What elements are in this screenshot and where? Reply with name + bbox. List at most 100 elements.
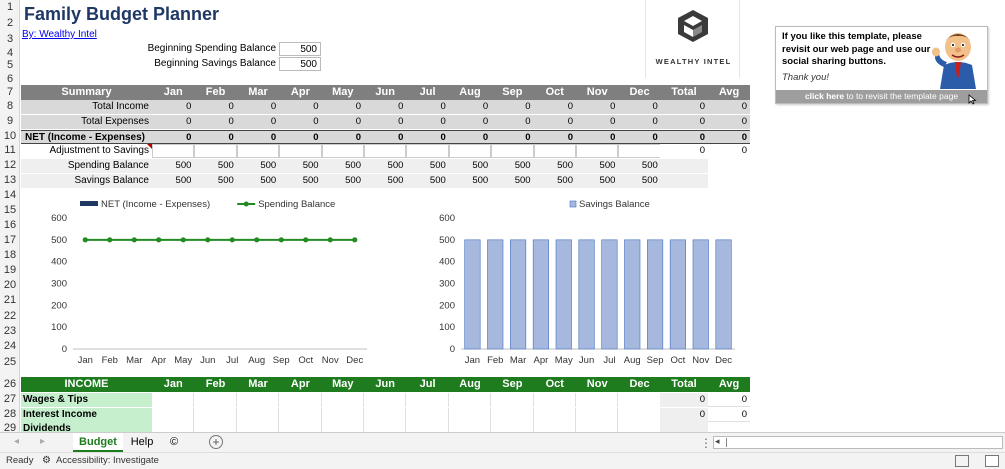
tab-scroll-right-icon[interactable]: ▸ [40,436,46,447]
summary-value-cell[interactable]: 0 [610,101,616,112]
income-input-cell[interactable] [533,393,576,407]
summary-value-cell[interactable]: 500 [175,160,192,171]
income-input-cell[interactable] [448,393,492,407]
scroll-left-arrow-icon[interactable]: ◂ [715,436,720,446]
summary-value-cell[interactable]: 0 [440,116,446,127]
tab-scroll-left-icon[interactable]: ◂ [14,436,20,447]
row-number[interactable]: 22 [3,310,17,322]
summary-value-cell[interactable]: 0 [270,116,277,127]
summary-value-cell[interactable]: 0 [355,132,361,143]
summary-value-cell[interactable]: 500 [599,175,616,186]
row-number[interactable]: 17 [3,234,17,246]
income-row-label[interactable]: Wages & Tips [21,393,152,407]
summary-value-cell[interactable]: 500 [345,160,361,171]
summary-value-cell[interactable]: 500 [345,175,361,186]
adjustment-input[interactable] [576,144,619,158]
summary-value-cell[interactable]: 500 [514,160,531,171]
row-number[interactable]: 13 [3,174,17,186]
income-input-cell[interactable] [406,393,449,407]
page-layout-icon[interactable] [985,455,999,467]
adjustment-input[interactable] [533,144,576,158]
row-number[interactable]: 28 [3,408,17,420]
row-number[interactable]: 21 [3,294,17,306]
summary-value-cell[interactable]: 0 [610,132,616,143]
summary-value-cell[interactable]: 500 [514,175,531,186]
row-number[interactable]: 1 [6,1,14,13]
summary-value-cell[interactable]: 0 [440,132,446,143]
income-input-cell[interactable] [236,393,280,407]
summary-value-cell[interactable]: 0 [652,116,658,127]
row-number[interactable]: 20 [3,279,17,291]
summary-value-cell[interactable]: 500 [217,160,234,171]
summary-value-cell[interactable]: 0 [398,132,404,143]
row-number[interactable]: 6 [6,73,14,85]
summary-value-cell[interactable]: 0 [313,116,319,127]
summary-value-cell[interactable]: 0 [228,101,234,112]
row-number[interactable]: 16 [3,219,17,231]
summary-value-cell[interactable]: 500 [472,175,489,186]
row-number[interactable]: 23 [3,325,17,337]
adjustment-input[interactable] [406,144,449,158]
promo-link-bar[interactable]: click here to to revisit the template pa… [776,90,987,103]
income-input-cell[interactable] [364,408,407,422]
summary-value-cell[interactable]: 500 [260,175,277,186]
horizontal-scrollbar[interactable]: ◂ [713,436,1003,449]
row-number[interactable]: 14 [3,189,17,201]
row-number[interactable]: 24 [3,340,17,352]
summary-value-cell[interactable]: 500 [429,160,446,171]
status-accessibility[interactable]: Accessibility: Investigate [56,455,159,466]
income-input-cell[interactable] [576,393,619,407]
summary-value-cell[interactable]: 0 [567,116,573,127]
summary-value-cell[interactable]: 0 [482,116,489,127]
summary-value-cell[interactable]: 0 [186,116,192,127]
summary-value-cell[interactable]: 500 [302,160,319,171]
summary-value-cell[interactable]: 500 [641,160,658,171]
summary-value-cell[interactable]: 0 [525,132,531,143]
spending-balance-input[interactable]: 500 [279,42,321,56]
row-number[interactable]: 27 [3,393,17,405]
income-input-cell[interactable] [279,393,322,407]
income-input-cell[interactable] [152,393,195,407]
summary-value-cell[interactable]: 0 [228,132,234,143]
summary-value-cell[interactable]: 0 [186,132,192,143]
summary-value-cell[interactable]: 0 [186,101,192,112]
row-number[interactable]: 11 [4,144,16,156]
savings-balance-input[interactable]: 500 [279,57,321,71]
summary-value-cell[interactable]: 0 [567,101,573,112]
income-input-cell[interactable] [533,408,576,422]
summary-value-cell[interactable]: 0 [313,101,319,112]
summary-value-cell[interactable]: 0 [482,132,489,143]
adjustment-input[interactable] [152,144,195,158]
income-input-cell[interactable] [236,408,280,422]
row-number[interactable]: 4 [6,47,14,59]
summary-value-cell[interactable]: 0 [313,132,319,143]
summary-value-cell[interactable]: 0 [567,132,573,143]
income-input-cell[interactable] [618,408,661,422]
summary-value-cell[interactable]: 0 [398,101,404,112]
row-number[interactable]: 29 [3,422,17,434]
row-number[interactable]: 9 [6,115,14,127]
tab-splitter-icon[interactable]: ⋮ [700,436,712,450]
summary-value-cell[interactable]: 0 [270,101,277,112]
summary-value-cell[interactable]: 0 [525,101,531,112]
summary-value-cell[interactable]: 0 [440,101,446,112]
row-number[interactable]: 15 [3,204,17,216]
summary-value-cell[interactable]: 500 [557,175,573,186]
summary-value-cell[interactable]: 500 [260,160,277,171]
row-number[interactable]: 7 [6,86,14,98]
income-input-cell[interactable] [321,408,364,422]
row-number[interactable]: 25 [3,356,17,368]
income-input-cell[interactable] [491,408,534,422]
comment-indicator-icon[interactable] [147,144,152,149]
adjustment-input[interactable] [236,144,280,158]
summary-value-cell[interactable]: 500 [387,160,404,171]
summary-value-cell[interactable]: 500 [472,160,489,171]
income-input-cell[interactable] [618,393,661,407]
income-input-cell[interactable] [194,393,237,407]
summary-value-cell[interactable]: 0 [270,132,277,143]
savings-balance-chart[interactable]: 0 100 200 300 400 500 600 Jan Feb Mar Apr May Jun Jul… [401,190,741,371]
income-input-cell[interactable] [406,408,449,422]
row-number[interactable]: 26 [3,378,17,390]
summary-value-cell[interactable]: 0 [398,116,404,127]
net-spending-chart[interactable]: 0 100 200 300 400 500 600 Jan Feb Mar Apr May Jun Jul… [21,190,381,371]
